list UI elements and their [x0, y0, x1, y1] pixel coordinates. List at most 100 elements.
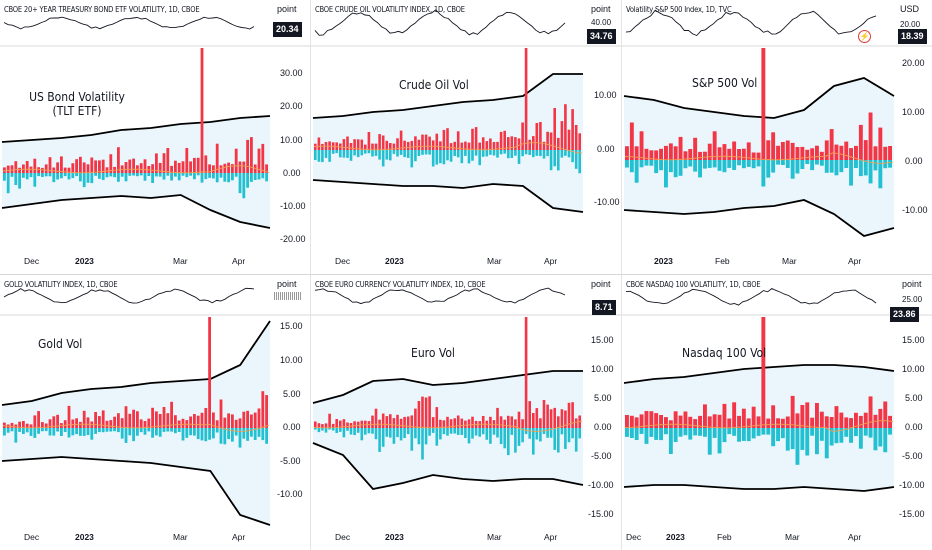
mini-price-line — [625, 9, 877, 37]
positive-bar — [324, 423, 328, 428]
mini-price-line — [314, 287, 566, 305]
negative-bar — [52, 173, 56, 183]
positive-bar — [688, 416, 693, 428]
negative-bar — [22, 173, 25, 178]
negative-bar — [113, 173, 116, 178]
negative-bar — [553, 150, 556, 167]
positive-bar — [539, 122, 542, 150]
chart-panel-gold[interactable]: GOLD VOLATILITY INDEX, 1D, CBOE point Go… — [0, 275, 310, 550]
negative-bar — [67, 428, 71, 438]
negative-bar — [67, 173, 71, 180]
negative-bar — [634, 428, 639, 440]
negative-bar — [844, 428, 849, 437]
positive-bar — [824, 140, 829, 160]
negative-bar — [242, 173, 246, 199]
positive-bar — [342, 139, 346, 150]
positive-bar — [353, 139, 356, 150]
positive-bar — [844, 141, 849, 160]
positive-bar — [261, 391, 265, 428]
negative-bar — [464, 428, 467, 438]
negative-bar — [549, 428, 553, 438]
y-tick: -15.00 — [588, 509, 614, 519]
positive-bar — [212, 165, 215, 173]
negative-bar — [94, 173, 97, 176]
negative-bar — [246, 173, 249, 188]
negative-bar — [741, 428, 746, 441]
negative-bar — [654, 160, 659, 174]
chart-panel-sp500[interactable]: Volatility S&P 500 Index, 1D, TVC USD 20… — [622, 0, 932, 275]
positive-bar — [481, 137, 485, 150]
negative-bar — [117, 173, 120, 182]
negative-bar — [346, 428, 349, 431]
positive-bar — [335, 419, 338, 428]
negative-bar — [56, 173, 59, 180]
positive-bar — [314, 421, 317, 428]
y-tick: 0.00 — [594, 422, 612, 432]
positive-bar — [528, 401, 531, 428]
positive-bar — [196, 157, 200, 173]
unit-label: point — [277, 279, 297, 289]
positive-bar — [242, 161, 246, 173]
negative-bar — [449, 150, 453, 162]
positive-bar — [578, 133, 581, 150]
negative-bar — [234, 428, 238, 436]
negative-bar — [489, 428, 492, 444]
negative-bar — [717, 428, 722, 454]
positive-bar — [634, 146, 639, 160]
negative-bar — [71, 173, 75, 179]
positive-bar — [128, 159, 132, 173]
x-tick: Apr — [232, 532, 246, 542]
negative-bar — [406, 428, 410, 435]
positive-bar — [499, 416, 503, 428]
chart-panel-crude[interactable]: CBOE CRUDE OIL VOLATILITY INDEX, 1D, CBO… — [311, 0, 621, 275]
positive-bar — [780, 142, 785, 160]
alert-icon[interactable]: ⚡ — [858, 30, 871, 43]
negative-bar — [234, 173, 238, 177]
negative-bar — [683, 428, 688, 436]
positive-bar — [795, 147, 800, 160]
negative-bar — [510, 428, 514, 435]
positive-bar — [722, 144, 727, 160]
positive-bar — [219, 165, 223, 173]
negative-bar — [839, 160, 844, 173]
negative-bar — [196, 173, 200, 176]
positive-bar — [346, 422, 349, 428]
x-tick: Dec — [24, 532, 40, 542]
chart-panel-bond[interactable]: CBOE 20+ YEAR TREASURY BOND ETF VOLATILI… — [0, 0, 310, 275]
moving-average-line — [313, 142, 583, 154]
positive-bar — [335, 142, 338, 150]
x-tick: Mar — [173, 532, 188, 542]
positive-bar — [800, 146, 805, 160]
negative-bar — [389, 150, 392, 161]
negative-bar — [82, 428, 86, 436]
negative-bar — [113, 428, 116, 432]
positive-bar — [693, 137, 698, 160]
chart-panel-nasdaq[interactable]: CBOE NASDAQ 100 VOLATILITY, 1D, CBOE poi… — [622, 275, 932, 550]
negative-bar — [712, 428, 717, 438]
positive-bar — [819, 411, 824, 428]
positive-bar — [41, 167, 44, 173]
moving-average-line — [624, 420, 894, 432]
negative-bar — [33, 173, 37, 187]
last-value-badge-hidden — [274, 292, 302, 300]
chart-panel-euro[interactable]: CBOE EURO CURRENCY VOLATILITY INDEX, 1D,… — [311, 275, 621, 550]
negative-bar — [174, 173, 177, 177]
positive-bar — [136, 411, 139, 428]
positive-bar — [246, 410, 249, 428]
negative-bar — [496, 428, 499, 438]
negative-bar — [464, 150, 467, 156]
negative-bar — [200, 173, 204, 183]
negative-bar — [147, 173, 151, 176]
upper-band-line — [312, 370, 583, 404]
negative-bar — [819, 428, 824, 441]
negative-bar — [766, 428, 771, 435]
negative-bar — [389, 428, 392, 438]
y-tick: -15.00 — [899, 509, 925, 519]
negative-bar — [737, 160, 741, 166]
negative-bar — [339, 150, 342, 158]
positive-bar — [785, 416, 790, 428]
positive-bar — [431, 140, 435, 150]
positive-bar — [439, 141, 442, 150]
positive-bar — [101, 159, 105, 173]
negative-bar — [41, 428, 44, 432]
